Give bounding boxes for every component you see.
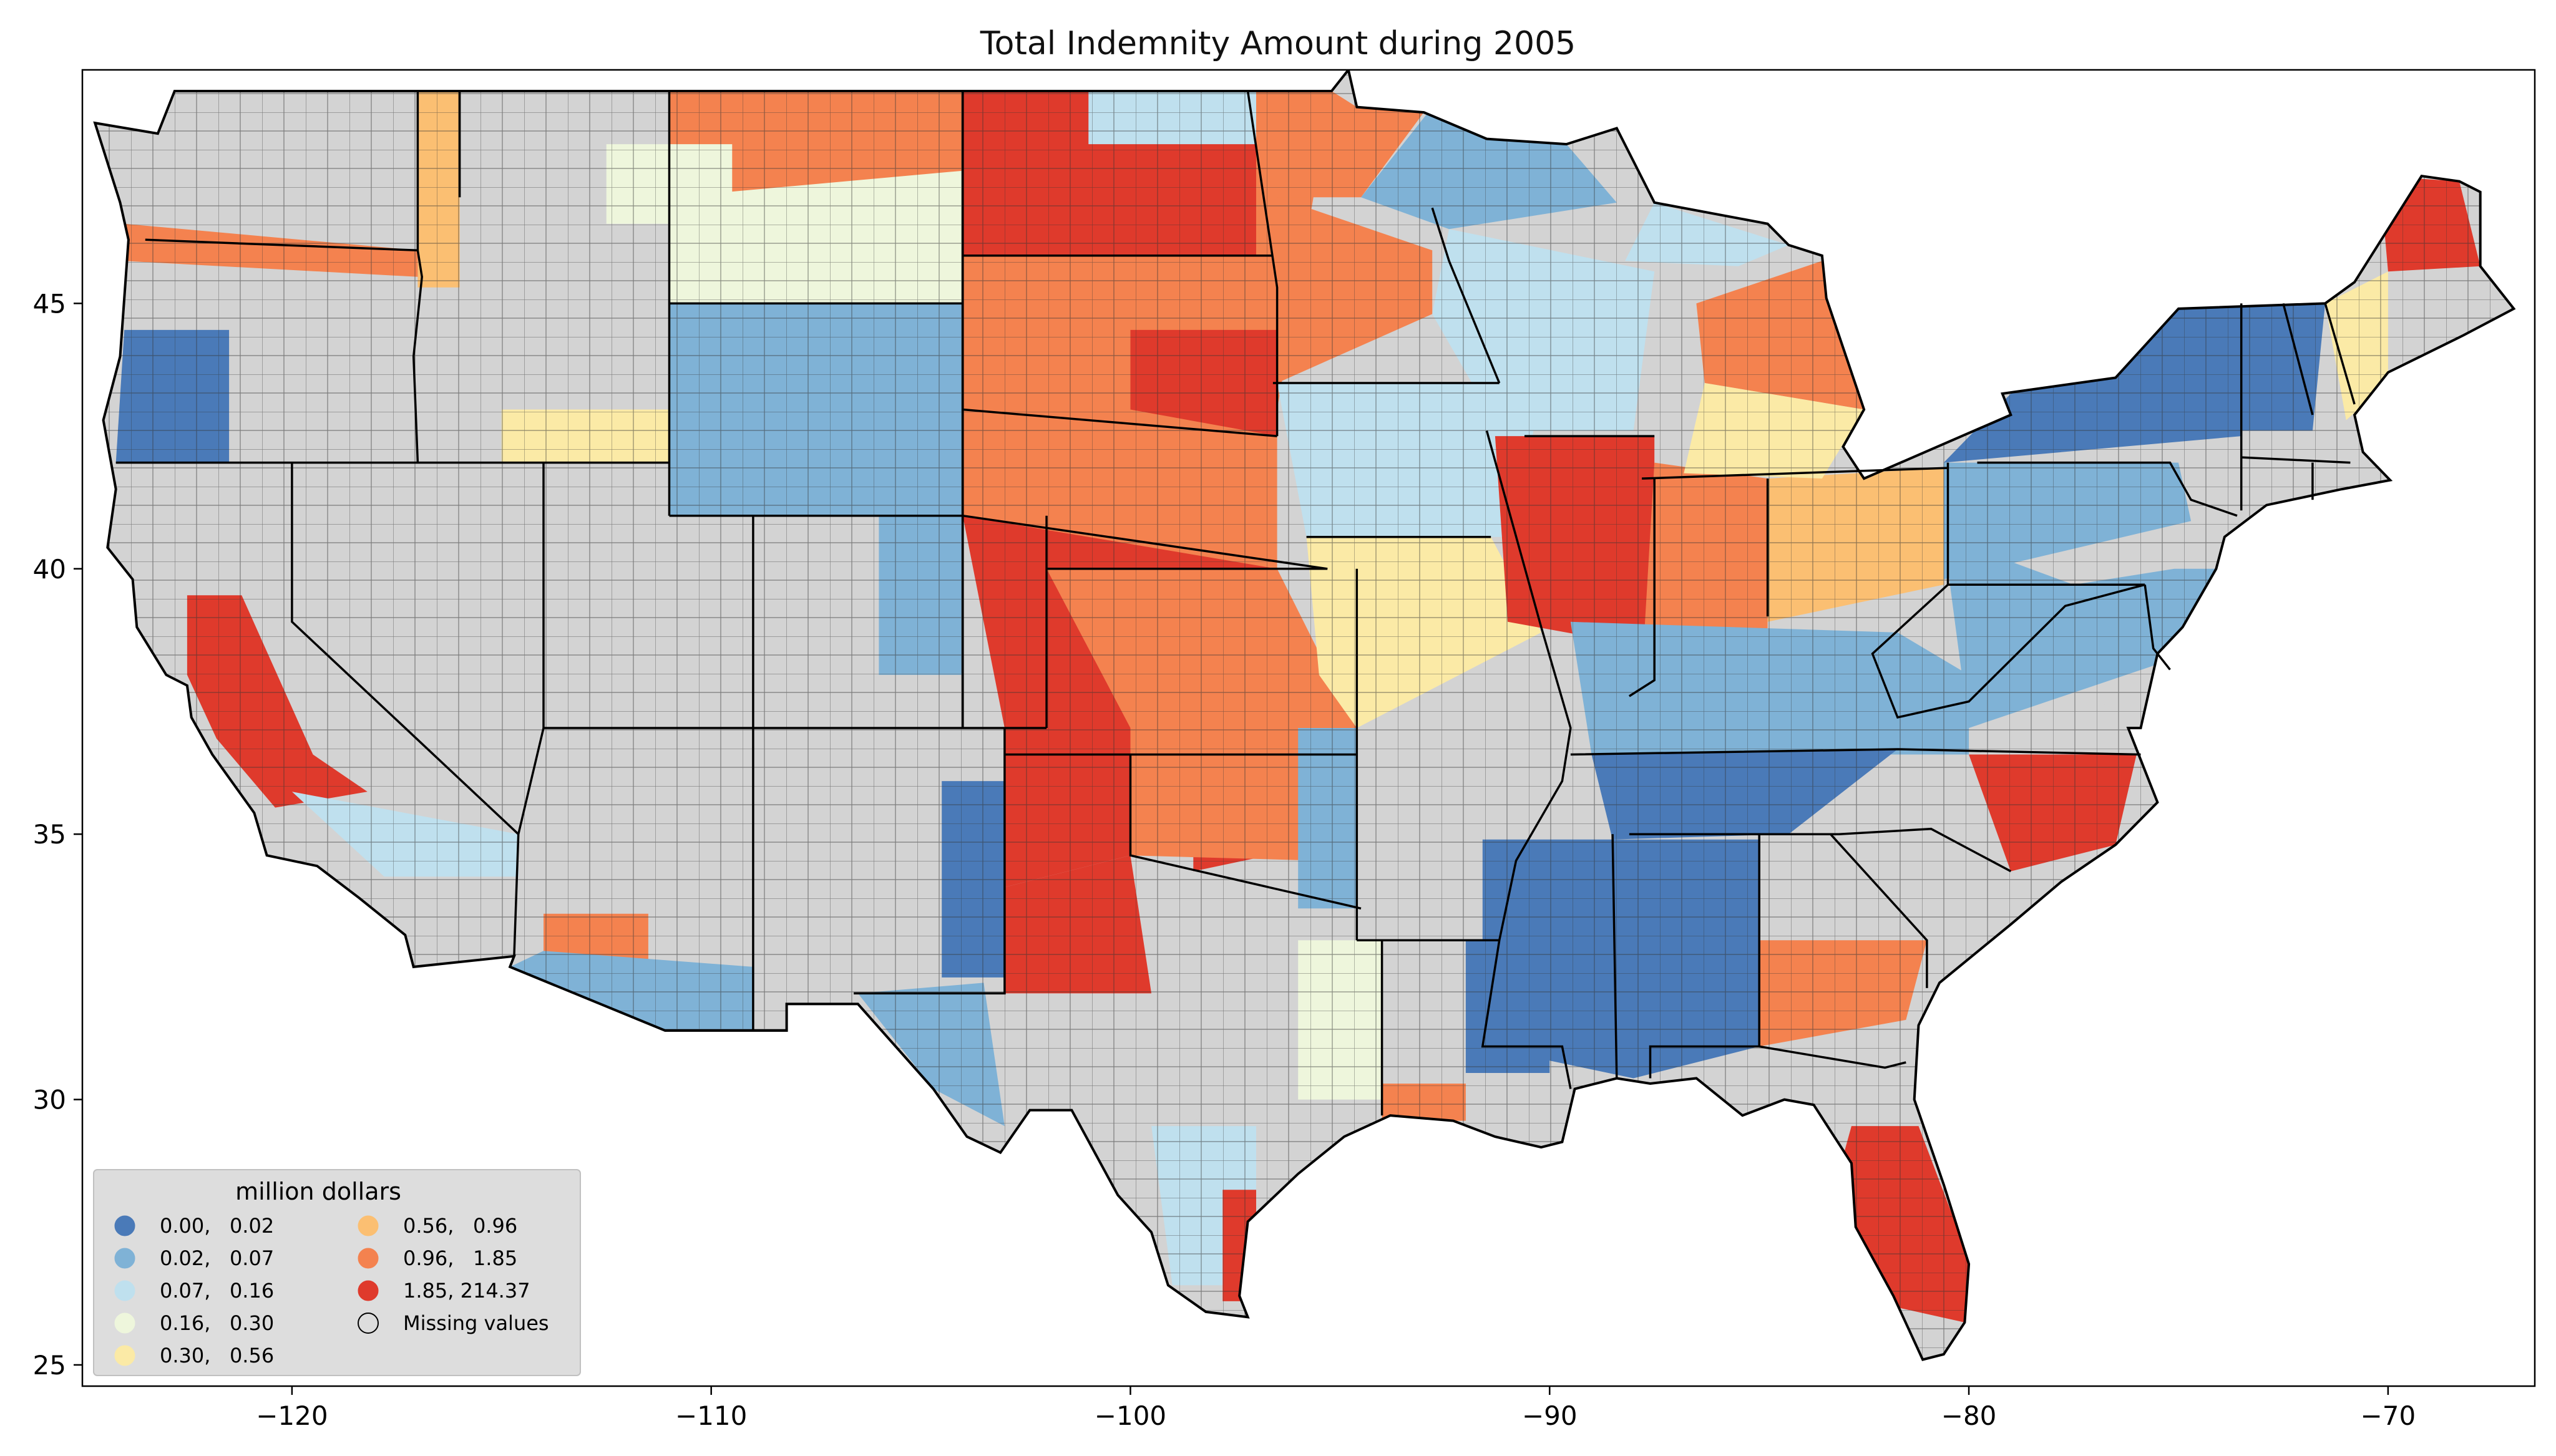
legend-label-3: 0.16, 0.30: [160, 1311, 274, 1335]
x-axis: −120 −110 −100 −90 −80 −70: [256, 1386, 2416, 1431]
legend-marker-1: [114, 1248, 135, 1269]
y-tick-label-4: 45: [33, 288, 66, 319]
y-axis: 25 30 35 40 45: [33, 288, 82, 1381]
state-border-5: [291, 462, 519, 835]
state-border-27: [1431, 207, 1501, 384]
legend-marker-6: [358, 1248, 379, 1269]
y-tick-label-0: 25: [33, 1350, 66, 1381]
legend-label-4: 0.30, 0.56: [160, 1344, 274, 1367]
x-tick-label-1: −110: [675, 1400, 747, 1431]
legend-marker-2: [114, 1280, 135, 1301]
state-border-2: [145, 238, 418, 252]
legend: million dollars 0.00, 0.02 0.02, 0.07 0.07,…: [93, 1169, 581, 1376]
legend-marker-8: [358, 1313, 379, 1334]
state-border-32: [1570, 748, 2141, 756]
state-border-35: [1649, 834, 1760, 1079]
legend-marker-0: [114, 1215, 135, 1236]
legend-label-1: 0.02, 0.07: [160, 1246, 274, 1270]
legend-title: million dollars: [235, 1178, 401, 1205]
legend-box: [93, 1169, 581, 1376]
y-tick-label-1: 30: [33, 1085, 66, 1115]
x-tick-label-4: −80: [1941, 1400, 1997, 1431]
plot-frame: [81, 69, 2536, 1387]
state-border-43: [2241, 456, 2351, 464]
legend-marker-7: [358, 1280, 379, 1301]
state-border-29: [1628, 478, 1656, 697]
legend-label-6: 0.96, 1.85: [403, 1246, 517, 1270]
state-border-41: [2282, 303, 2314, 415]
state-border-39: [1977, 461, 2238, 517]
legend-label-8: Missing values: [403, 1311, 549, 1335]
legend-marker-3: [114, 1313, 135, 1334]
map-title: Total Indemnity Amount during 2005: [980, 25, 1576, 62]
x-tick-label-5: −70: [2361, 1400, 2416, 1431]
legend-label-0: 0.00, 0.02: [160, 1214, 274, 1238]
state-border-37: [1830, 833, 1928, 988]
us-outline: [93, 70, 2516, 1361]
state-border-34: [1611, 834, 1618, 1079]
state-border-36: [1758, 1045, 1906, 1069]
state-border-19: [1129, 754, 1362, 910]
x-tick-label-3: −90: [1522, 1400, 1578, 1431]
state-border-46: [2144, 585, 2171, 671]
legend-marker-4: [114, 1345, 135, 1366]
legend-label-5: 0.56, 0.96: [403, 1214, 517, 1238]
state-border-20: [1246, 90, 1279, 437]
legend-marker-5: [358, 1215, 379, 1236]
state-border-13: [962, 514, 1328, 570]
state-border-26: [1481, 430, 1572, 1089]
y-tick-label-2: 35: [33, 819, 66, 850]
state-border-42: [2324, 303, 2356, 405]
x-tick-label-0: −120: [256, 1400, 328, 1431]
state-border-45: [1871, 583, 2145, 719]
legend-label-2: 0.07, 0.16: [160, 1279, 274, 1303]
y-tick-label-3: 40: [33, 554, 66, 585]
legend-label-7: 1.85, 214.37: [403, 1279, 530, 1303]
state-border-33: [1629, 827, 2012, 873]
state-border-6: [513, 462, 545, 956]
state-border-15: [962, 408, 1277, 437]
state-borders: [93, 70, 2516, 1361]
state-border-30: [1642, 467, 1948, 480]
x-tick-label-2: −100: [1095, 1400, 1166, 1431]
state-border-17: [854, 728, 1006, 995]
state-border-0: [412, 91, 423, 463]
